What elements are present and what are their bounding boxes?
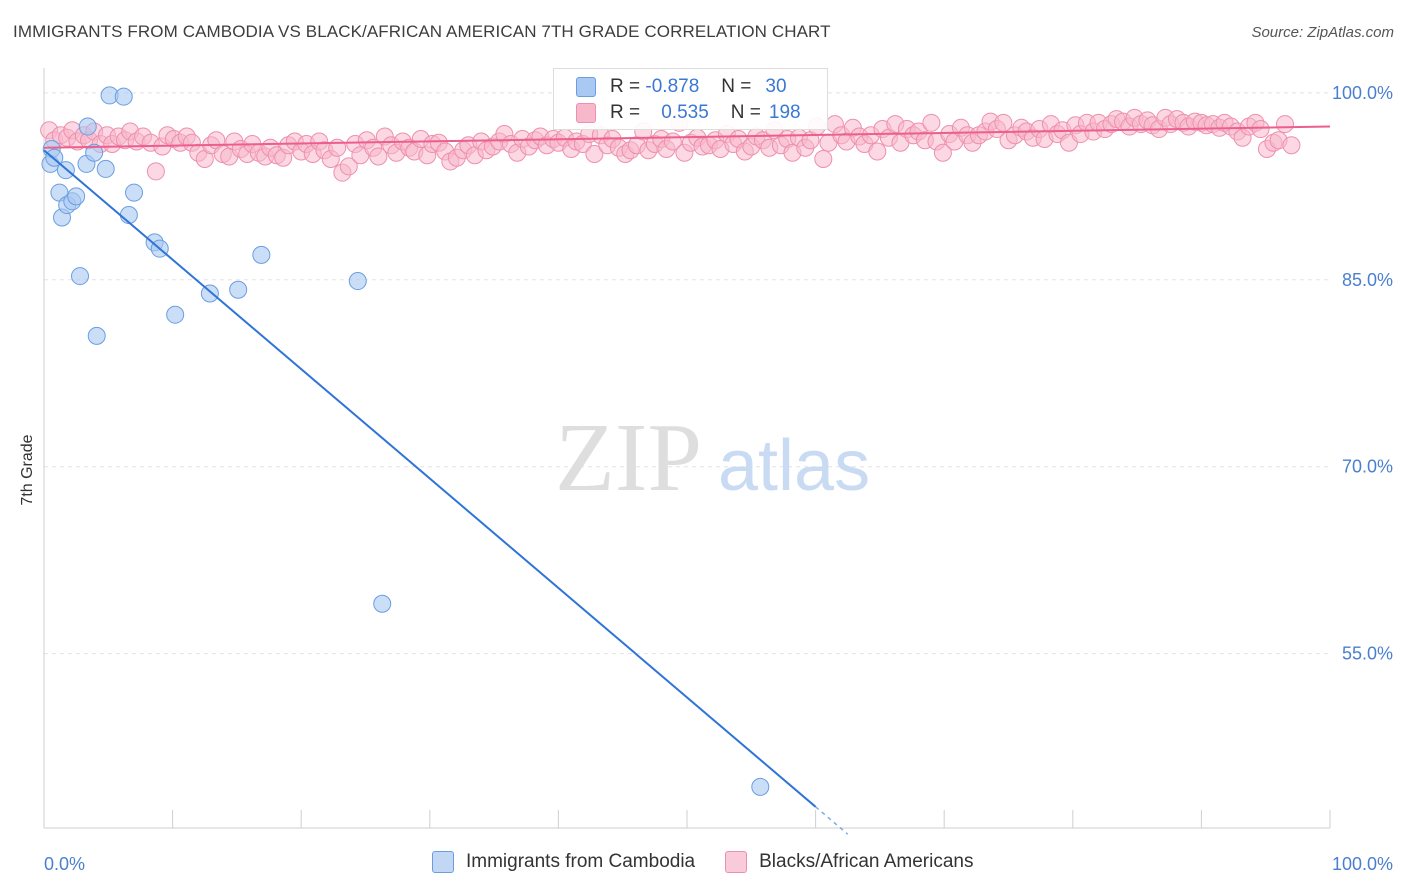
legend-swatch-black [576,103,596,123]
point-cambodia [114,87,133,106]
legend-r-label: R = [610,102,641,123]
x-tick-label: 100.0% [1332,854,1393,874]
point-cambodia [85,143,104,162]
point-cambodia [71,267,90,286]
watermark-zip: ZIP [555,404,702,512]
point-cambodia [751,777,770,796]
axes [43,68,1331,829]
point-cambodia [119,206,138,225]
legend-row-black: R = 0.535 N = 198 [576,101,801,125]
watermark-atlas: atlas [718,426,870,506]
y-tick-label: 55.0% [1342,644,1393,664]
point-cambodia [252,245,271,264]
trend-line-cambodia [43,149,817,808]
bottom-legend: Immigrants from Cambodia Blacks/African … [432,851,1003,873]
legend-r-label: R = [610,76,641,97]
legend-n-value: 30 [765,76,787,97]
point-black-african-american [328,138,347,157]
y-tick-label: 70.0% [1342,457,1393,477]
point-cambodia [166,305,185,324]
point-cambodia [67,187,86,206]
point-black-african-american [146,162,165,181]
chart-title: IMMIGRANTS FROM CAMBODIA VS BLACK/AFRICA… [13,22,831,41]
point-black-african-american [1282,136,1301,155]
trend-line-cambodia-extension [815,806,849,835]
trend-line-black-african-american [43,125,1331,149]
point-black-african-american [585,144,604,163]
tick-labels: 100.0% 85.0% 70.0% 55.0% 0.0% 100.0% [44,83,1393,874]
bottom-legend-swatch-black [725,851,748,873]
legend-n-label: N = [730,102,761,123]
x-tick-label: 0.0% [44,854,85,874]
bottom-legend-label-black: Blacks/African Americans [759,851,974,872]
watermark: ZIP atlas [555,404,870,512]
point-cambodia [87,326,106,345]
point-black-african-american [1275,115,1294,134]
bottom-legend-cambodia: Immigrants from Cambodia [432,851,695,873]
legend-swatch-cambodia [576,77,596,97]
point-black-african-american [933,143,952,162]
legend-n-label: N = [721,76,752,97]
legend-row-cambodia: R = -0.878 N = 30 [576,75,787,99]
legend: R = -0.878 N = 30 R = 0.535 N = 198 [553,68,828,130]
bottom-legend-label-cambodia: Immigrants from Cambodia [466,851,696,872]
y-tick-label: 85.0% [1342,270,1393,290]
point-black-african-american [922,113,941,132]
point-cambodia [348,272,367,291]
point-black-african-american [868,142,887,161]
trend-lines [43,125,1331,835]
point-cambodia [78,117,97,136]
grid-lines [44,92,1330,655]
point-cambodia [373,594,392,613]
y-tick-label: 100.0% [1332,83,1393,103]
legend-n-value: 198 [768,102,801,123]
point-cambodia [125,183,144,202]
point-cambodia [229,280,248,299]
point-black-african-american [814,149,833,168]
point-black-african-american [339,157,358,176]
point-cambodia [96,159,115,178]
point-cambodia [200,284,219,303]
y-axis-label: 7th Grade [19,434,36,505]
legend-r-value: -0.878 [645,76,700,97]
bottom-legend-black: Blacks/African Americans [725,851,973,873]
legend-r-value: 0.535 [661,102,709,123]
source-label: Source: ZipAtlas.com [1251,24,1394,41]
point-black-african-american [369,147,388,166]
bottom-legend-swatch-cambodia [432,851,454,873]
point-black-african-american [1251,120,1270,139]
